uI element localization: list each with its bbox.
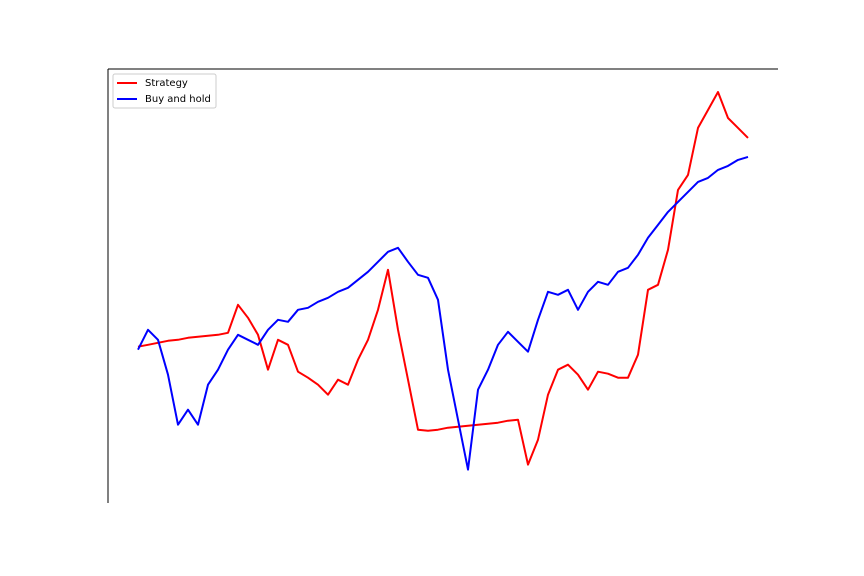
data-line (137, 155, 749, 471)
legend-label: Buy and hold (145, 94, 211, 105)
data-line (137, 91, 749, 466)
legend-label: Strategy (145, 78, 188, 89)
legend-box (112, 73, 217, 109)
